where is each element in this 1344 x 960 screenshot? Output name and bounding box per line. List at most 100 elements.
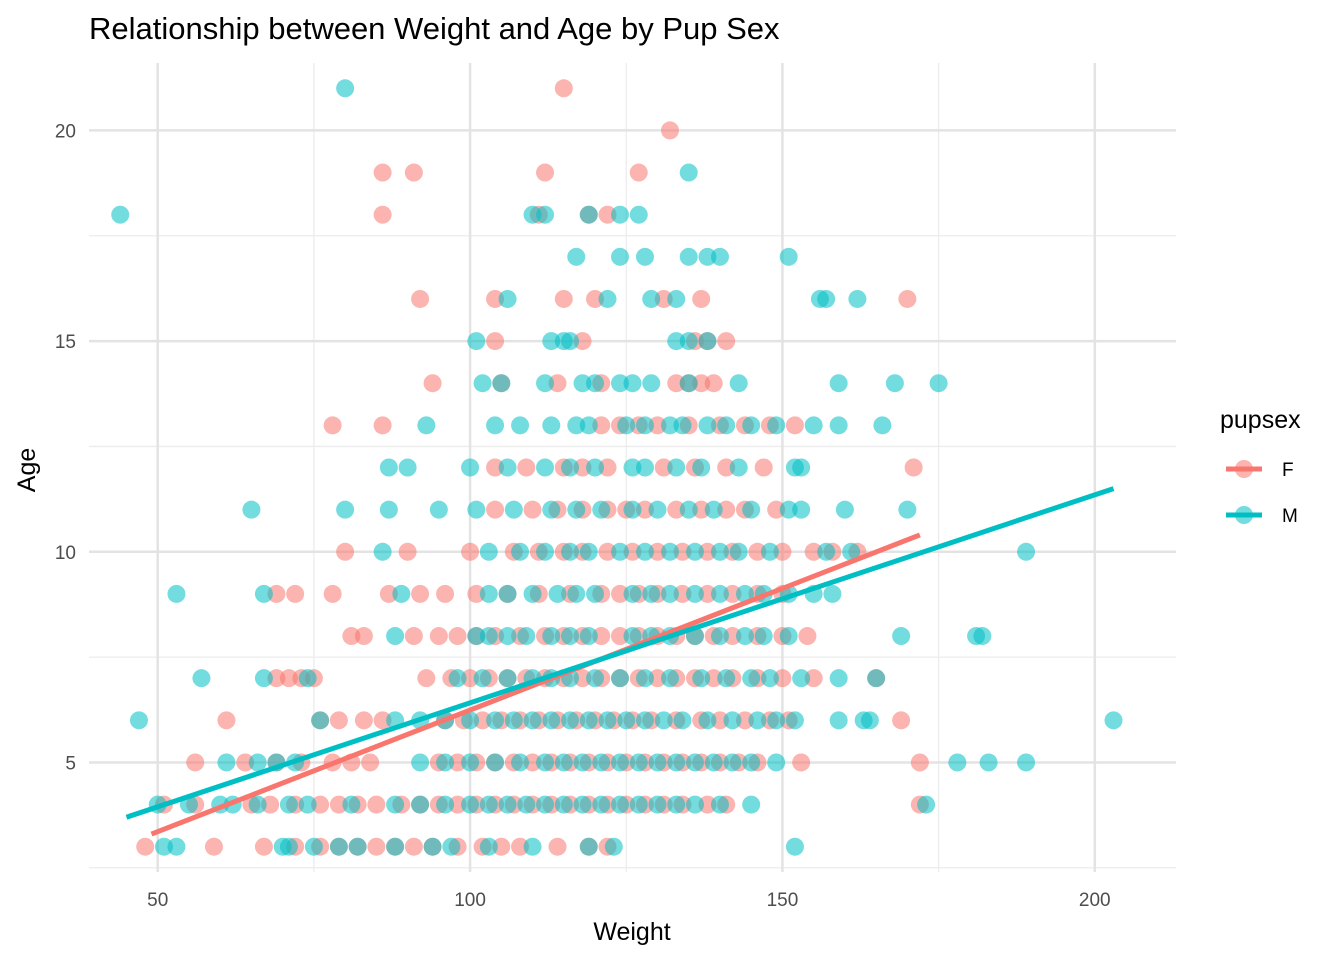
data-point (579, 627, 598, 646)
data-point (617, 711, 636, 730)
data-point (129, 711, 148, 730)
data-point (754, 627, 773, 646)
data-point (623, 458, 642, 477)
data-point (336, 542, 355, 561)
data-point (735, 627, 754, 646)
data-point (617, 416, 636, 435)
data-point (511, 837, 530, 856)
minor-gridlines (89, 63, 1176, 872)
data-point (411, 584, 430, 603)
data-point (573, 458, 592, 477)
chart-title: Relationship between Weight and Age by P… (89, 11, 780, 46)
x-tick-label: 200 (1079, 890, 1111, 911)
data-point (436, 584, 455, 603)
data-point (504, 711, 523, 730)
data-point (554, 795, 573, 814)
data-point (429, 627, 448, 646)
data-point (242, 500, 261, 519)
data-point (885, 374, 904, 393)
data-point (398, 458, 417, 477)
data-point (773, 669, 792, 688)
data-point (611, 374, 630, 393)
data-point (817, 542, 836, 561)
data-point (710, 795, 729, 814)
data-point (342, 627, 361, 646)
data-point (611, 542, 630, 561)
data-point (798, 627, 817, 646)
data-point (892, 711, 911, 730)
data-point (411, 289, 430, 308)
data-point (536, 205, 555, 224)
data-point (717, 332, 736, 351)
data-point (342, 795, 361, 814)
data-point (279, 669, 298, 688)
data-point (629, 163, 648, 182)
legend-label: F (1282, 460, 1294, 481)
data-point (611, 247, 630, 266)
data-point (498, 669, 517, 688)
data-point (785, 711, 804, 730)
legend-point-key (1235, 506, 1253, 524)
data-point (623, 500, 642, 519)
data-point (685, 753, 704, 772)
data-point (817, 289, 836, 308)
data-point (929, 374, 948, 393)
data-point (673, 711, 692, 730)
legend-item-F: F (1226, 460, 1294, 481)
data-point (648, 500, 667, 519)
data-point (835, 500, 854, 519)
x-tick-label: 150 (767, 890, 799, 911)
data-point (723, 711, 742, 730)
data-point (467, 332, 486, 351)
data-point (323, 416, 342, 435)
data-point (311, 711, 330, 730)
data-point (698, 542, 717, 561)
data-point (611, 584, 630, 603)
data-point (635, 416, 654, 435)
data-point (167, 584, 186, 603)
data-point (804, 416, 823, 435)
data-point (579, 711, 598, 730)
data-point (629, 205, 648, 224)
data-point (698, 795, 717, 814)
data-point (204, 837, 223, 856)
data-point (398, 542, 417, 561)
data-point (654, 289, 673, 308)
data-point (217, 753, 236, 772)
data-point (698, 711, 717, 730)
data-point (248, 795, 267, 814)
data-point (554, 753, 573, 772)
data-point (548, 374, 567, 393)
data-point (848, 289, 867, 308)
data-point (679, 500, 698, 519)
data-point (523, 753, 542, 772)
data-point (673, 416, 692, 435)
data-point (511, 753, 530, 772)
data-point (467, 627, 486, 646)
data-point (448, 753, 467, 772)
data-point (417, 669, 436, 688)
data-point (486, 289, 505, 308)
data-point (698, 247, 717, 266)
data-point (779, 247, 798, 266)
data-point (586, 458, 605, 477)
data-point (417, 416, 436, 435)
data-point (611, 669, 630, 688)
data-point (623, 584, 642, 603)
x-tick-label: 50 (147, 890, 168, 911)
data-point (386, 837, 405, 856)
data-point (523, 500, 542, 519)
data-point (467, 584, 486, 603)
data-point (354, 627, 373, 646)
data-point (611, 795, 630, 814)
data-point (336, 79, 355, 98)
data-point (192, 669, 211, 688)
data-point (442, 837, 461, 856)
data-point (717, 669, 736, 688)
data-point (561, 627, 580, 646)
legend-item-M: M (1226, 506, 1298, 527)
data-point (773, 542, 792, 561)
data-point (598, 458, 617, 477)
data-point (479, 584, 498, 603)
data-point (654, 711, 673, 730)
